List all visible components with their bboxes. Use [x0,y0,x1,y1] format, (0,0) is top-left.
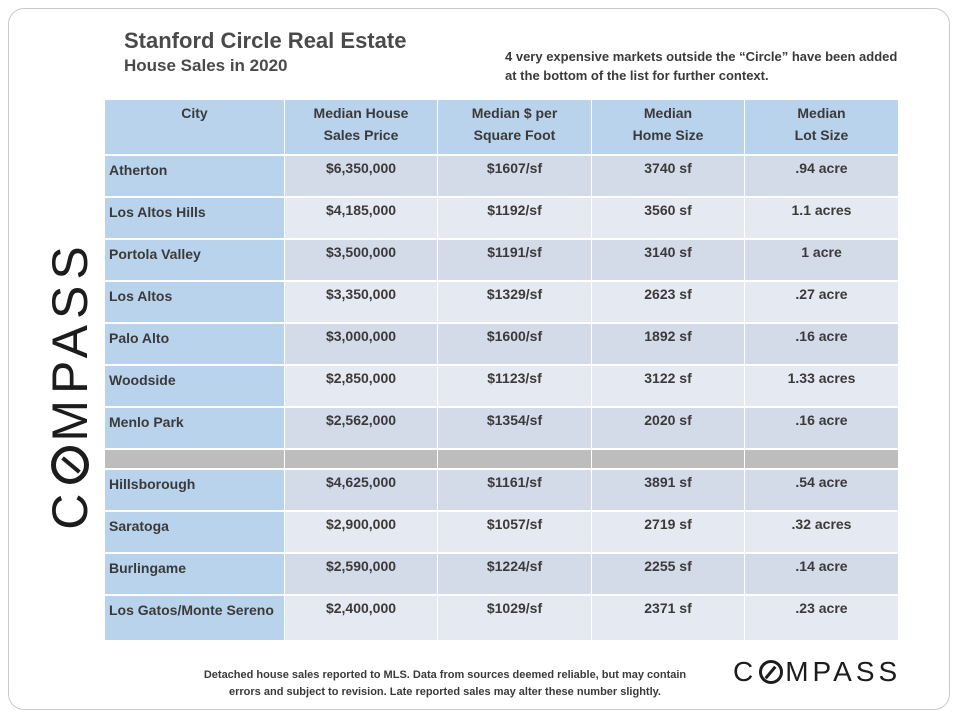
cell-ppsf: $1607/sf [438,156,592,198]
cell-city: Los Gatos/Monte Sereno [105,596,285,642]
table-header-row: City Median House Sales Price Median $ pe… [105,100,898,156]
cell-ppsf: $1191/sf [438,240,592,282]
cell-city: Menlo Park [105,408,285,450]
context-note: 4 very expensive markets outside the “Ci… [505,49,898,83]
disclaimer-footer: Detached house sales reported to MLS. Da… [203,669,687,698]
cell-lot: .32 acres [745,512,898,554]
header-ppsf: Median $ per Square Foot [438,100,592,156]
cell-lot: 1 acre [745,240,898,282]
cell-ppsf: $1224/sf [438,554,592,596]
cell-ppsf: $1161/sf [438,470,592,512]
bottom-compass-logo: C MPASS [733,656,902,687]
table-row: Los Altos $3,350,000 $1329/sf 2623 sf .27 ac… [105,282,898,324]
cell-price: $4,625,000 [285,470,438,512]
cell-home: 2623 sf [592,282,745,324]
cell-city: Portola Valley [105,240,285,282]
cell-ppsf: $1192/sf [438,198,592,240]
table-row: Atherton $6,350,000 $1607/sf 3740 sf .94 acr… [105,156,898,198]
table-row: Saratoga $2,900,000 $1057/sf 2719 sf .32 acr… [105,512,898,554]
logo-text-left: C [42,487,98,530]
cell-lot: .23 acre [745,596,898,642]
cell-ppsf: $1029/sf [438,596,592,642]
cell-city: Woodside [105,366,285,408]
cell-price: $3,500,000 [285,240,438,282]
cell-lot: .16 acre [745,324,898,366]
cell-price: $2,562,000 [285,408,438,450]
cell-city: Atherton [105,156,285,198]
cell-ppsf: $1354/sf [438,408,592,450]
cell-lot: .14 acre [745,554,898,596]
cell-city: Hillsborough [105,470,285,512]
header-price: Median House Sales Price [285,100,438,156]
cell-lot: .54 acre [745,470,898,512]
header-city: City [105,100,285,156]
cell-home: 1892 sf [592,324,745,366]
cell-home: 3560 sf [592,198,745,240]
cell-lot: .16 acre [745,408,898,450]
cell-lot: .27 acre [745,282,898,324]
cell-price: $3,000,000 [285,324,438,366]
cell-price: $6,350,000 [285,156,438,198]
compass-o-icon [51,445,89,484]
cell-price: $2,590,000 [285,554,438,596]
slide-frame [8,8,950,710]
table-row: Hillsborough $4,625,000 $1161/sf 3891 sf .54… [105,470,898,512]
cell-city: Saratoga [105,512,285,554]
page-subtitle: House Sales in 2020 [124,56,288,75]
table-row: Woodside $2,850,000 $1123/sf 3122 sf 1.33 ac… [105,366,898,408]
sales-table: City Median House Sales Price Median $ pe… [105,100,898,642]
cell-home: 2371 sf [592,596,745,642]
cell-city: Palo Alto [105,324,285,366]
cell-ppsf: $1329/sf [438,282,592,324]
logo-text-right: MPASS [42,240,98,442]
cell-home: 3740 sf [592,156,745,198]
cell-city: Los Altos [105,282,285,324]
header-lot-size: Median Lot Size [745,100,898,156]
cell-home: 3122 sf [592,366,745,408]
cell-lot: 1.1 acres [745,198,898,240]
table-row: Burlingame $2,590,000 $1224/sf 2255 sf .14 a… [105,554,898,596]
cell-city: Burlingame [105,554,285,596]
cell-home: 2255 sf [592,554,745,596]
cell-price: $2,400,000 [285,596,438,642]
cell-home: 2719 sf [592,512,745,554]
header-home-size: Median Home Size [592,100,745,156]
table-row: Palo Alto $3,000,000 $1600/sf 1892 sf .16 ac… [105,324,898,366]
table-row: Los Gatos/Monte Sereno $2,400,000 $1029/sf… [105,596,898,642]
cell-ppsf: $1123/sf [438,366,592,408]
cell-lot: .94 acre [745,156,898,198]
page-title: Stanford Circle Real Estate [124,28,407,53]
cell-home: 2020 sf [592,408,745,450]
cell-price: $2,900,000 [285,512,438,554]
context-rows: Hillsborough $4,625,000 $1161/sf 3891 sf .54… [105,470,898,642]
cell-price: $4,185,000 [285,198,438,240]
table-row: Menlo Park $2,562,000 $1354/sf 2020 sf .16 a… [105,408,898,450]
separator-row [105,450,898,470]
cell-ppsf: $1600/sf [438,324,592,366]
cell-price: $3,350,000 [285,282,438,324]
cell-home: 3891 sf [592,470,745,512]
cell-home: 3140 sf [592,240,745,282]
side-compass-logo: C MPASS [40,215,100,555]
cell-lot: 1.33 acres [745,366,898,408]
cell-city: Los Altos Hills [105,198,285,240]
table-row: Portola Valley $3,500,000 $1191/sf 3140 sf 1… [105,240,898,282]
cell-price: $2,850,000 [285,366,438,408]
cell-ppsf: $1057/sf [438,512,592,554]
compass-o-icon [759,660,784,684]
main-rows: Atherton $6,350,000 $1607/sf 3740 sf .94 acr… [105,156,898,450]
table-row: Los Altos Hills $4,185,000 $1192/sf 3560 sf… [105,198,898,240]
